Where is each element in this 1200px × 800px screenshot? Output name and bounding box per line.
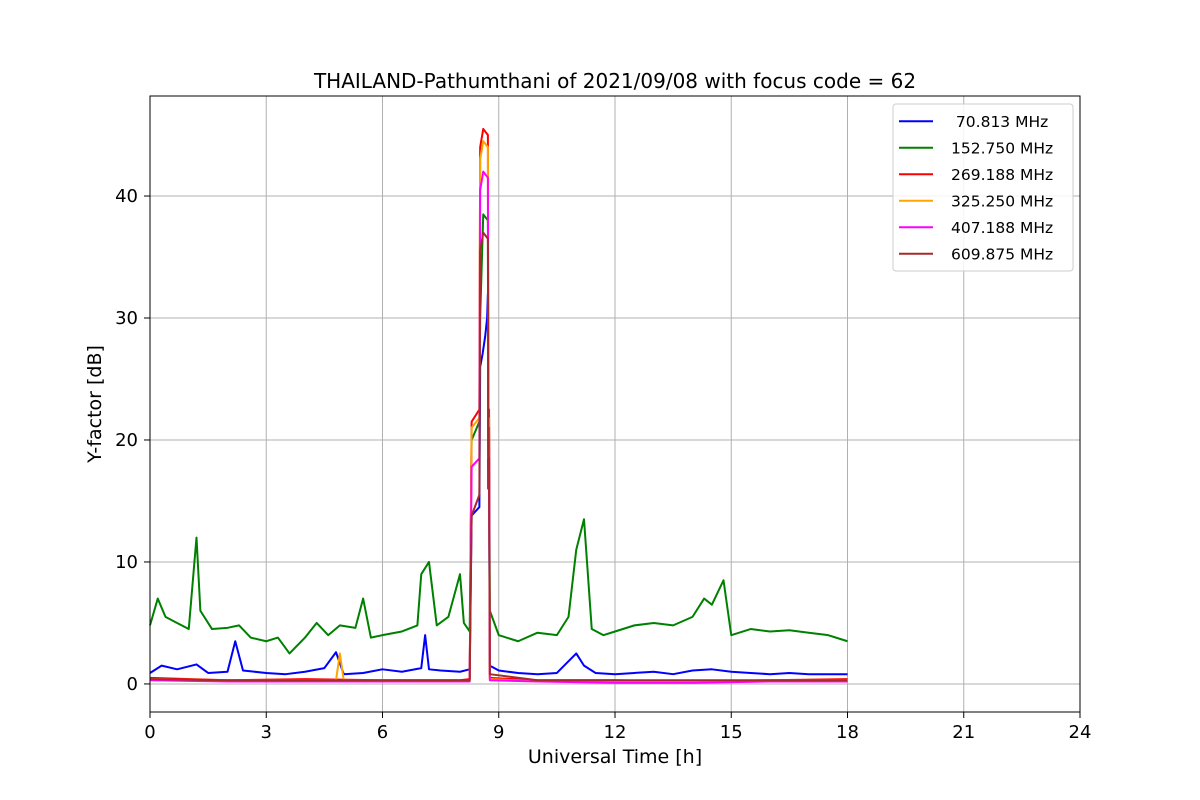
y-tick-label: 10 (115, 552, 138, 573)
legend-entry-label: 152.750 MHz (951, 139, 1053, 157)
chart-title: THAILAND-Pathumthani of 2021/09/08 with … (313, 69, 916, 93)
legend-entry-label: 609.875 MHz (951, 245, 1053, 263)
series-line (149, 170, 848, 684)
y-tick-label: 30 (115, 308, 138, 329)
legend-box (892, 103, 1074, 272)
x-tick-label: 15 (720, 722, 743, 743)
ticks: 0 3 6 9 12 15 18 21 24 0 10 20 30 40 (115, 186, 1091, 743)
x-axis-title: Universal Time [h] (528, 746, 702, 768)
series-line (149, 292, 848, 676)
x-tick-label: 0 (144, 722, 155, 743)
y-tick-label: 40 (115, 186, 138, 207)
series-layer (149, 127, 848, 684)
y-tick-label: 0 (127, 674, 138, 695)
legend-entry-label: 325.250 MHz (951, 192, 1053, 210)
legend-entry-label: 407.188 MHz (951, 219, 1053, 237)
y-tick-label: 20 (115, 430, 138, 451)
y-axis-title: Y-factor [dB] (84, 345, 106, 464)
x-tick-label: 24 (1069, 722, 1092, 743)
x-tick-label: 12 (604, 722, 627, 743)
x-tick-label: 21 (952, 722, 975, 743)
series-line (149, 231, 848, 682)
legend-entry-label: 70.813 MHz (951, 113, 1048, 131)
legend: 70.813 MHz 152.750 MHz 269.188 MHz 325.250 … (892, 103, 1074, 272)
x-tick-label: 3 (261, 722, 272, 743)
x-tick-label: 6 (377, 722, 388, 743)
x-tick-label: 9 (493, 722, 504, 743)
legend-entry-label: 269.188 MHz (951, 166, 1053, 184)
x-tick-label: 18 (836, 722, 859, 743)
